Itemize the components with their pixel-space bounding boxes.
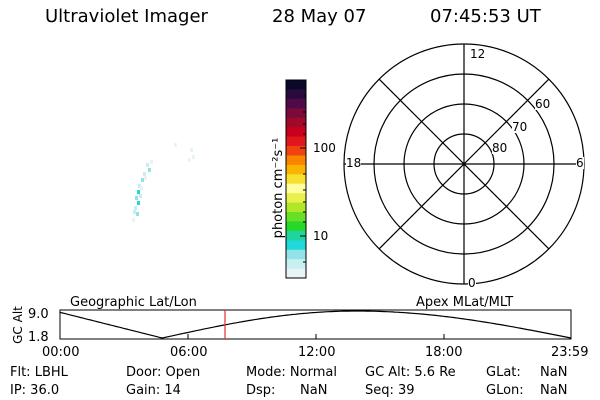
date-label: 28 May 07 [272, 6, 367, 27]
timeline-axis-label: GC Alt [11, 306, 25, 344]
colorbar-swatch [286, 221, 306, 232]
timeline-x-ticks [59, 334, 572, 339]
colorbar-swatch [286, 155, 306, 166]
aurora-pixel [136, 212, 139, 216]
colorbar-swatch [286, 108, 306, 119]
aurora-pixel [144, 176, 147, 180]
aurora-pixel [137, 190, 140, 194]
colorbar-swatch [286, 240, 306, 251]
aurora-pixel [135, 196, 138, 200]
altitude-curve [59, 310, 572, 339]
gain-info: Gain: 14 [126, 383, 181, 398]
filter-info: Flt: LBHL [10, 365, 68, 380]
aurora-pixel [150, 160, 153, 164]
aurora-pixel [133, 210, 136, 214]
glon-value: NaN [540, 383, 568, 398]
aurora-pixel [141, 178, 144, 182]
lat-label-60: 60 [535, 97, 551, 111]
lat-label-70: 70 [512, 120, 528, 134]
colorbar-swatch [286, 98, 306, 109]
colorbar-swatch [286, 80, 306, 91]
xtick-1200: 12:00 [298, 345, 336, 360]
colorbar-swatch [286, 164, 306, 175]
mlt-label-12: 12 [470, 47, 486, 61]
aurora-pixel [174, 143, 177, 147]
aurora-pixel [192, 155, 195, 159]
colorbar-frame [285, 79, 307, 279]
mlt-label-0: 0 [468, 276, 476, 290]
xtick-0000: 00:00 [42, 345, 80, 360]
colorbar-swatch [286, 230, 306, 241]
dsp-label: Dsp: [246, 383, 276, 398]
time-label: 07:45:53 UT [430, 6, 541, 27]
colorbar-gradient [286, 80, 306, 279]
lat-label-80: 80 [492, 141, 508, 155]
colorbar-swatch [286, 127, 306, 138]
ytick-1-8: 1.8 [28, 330, 49, 345]
colorbar-swatch [286, 193, 306, 204]
colorbar-label-100: 100 [313, 141, 336, 155]
mlt-label-6: 6 [576, 156, 584, 170]
glon-label: GLon: [486, 383, 524, 398]
seq-info: Seq: 39 [365, 383, 415, 398]
colorbar-swatch [286, 117, 306, 128]
timeline-left-title: Geographic Lat/Lon [70, 295, 197, 310]
aurora-pixel [146, 163, 149, 167]
colorbar-swatch [286, 202, 306, 213]
dsp-value: NaN [300, 383, 328, 398]
mode-info: Mode: Normal [246, 365, 337, 380]
mlt-label-18: 18 [346, 156, 362, 170]
xtick-1800: 18:00 [425, 345, 463, 360]
aurora-pixel [137, 201, 140, 205]
colorbar-minor-ticks [303, 95, 306, 263]
aurora-pixel [148, 168, 151, 172]
xtick-0600: 06:00 [170, 345, 208, 360]
aurora-pixel [188, 158, 191, 162]
glat-value: NaN [540, 365, 568, 380]
timeline-right-title: Apex MLat/MLT [416, 295, 514, 310]
colorbar-swatch [286, 136, 306, 147]
colorbar-swatch [286, 183, 306, 194]
colorbar-swatch [286, 249, 306, 260]
colorbar-swatch [286, 146, 306, 157]
door-info: Door: Open [126, 365, 201, 380]
aurora-pixel [132, 218, 135, 222]
colorbar-swatch [286, 174, 306, 185]
colorbar-swatch [286, 268, 306, 279]
aurora-pixel [190, 148, 193, 152]
gcalt-info: GC Alt: 5.6 Re [365, 365, 456, 380]
glat-label: GLat: [486, 365, 521, 380]
aurora-pixel [134, 206, 137, 210]
colorbar-swatch [286, 89, 306, 100]
ip-info: IP: 36.0 [10, 383, 60, 398]
colorbar-swatch [286, 212, 306, 223]
polar-diag-2 [378, 78, 550, 250]
aurora-pixel [143, 172, 146, 176]
instrument-title: Ultraviolet Imager [45, 6, 208, 27]
ytick-9: 9.0 [28, 307, 49, 322]
aurora-pixel [138, 184, 141, 188]
colorbar-label-10: 10 [313, 229, 329, 243]
aurora-pixel [140, 186, 143, 190]
xtick-2359: 23:59 [551, 345, 589, 360]
colorbar-swatch [286, 259, 306, 270]
aurora-pixel [139, 194, 142, 198]
